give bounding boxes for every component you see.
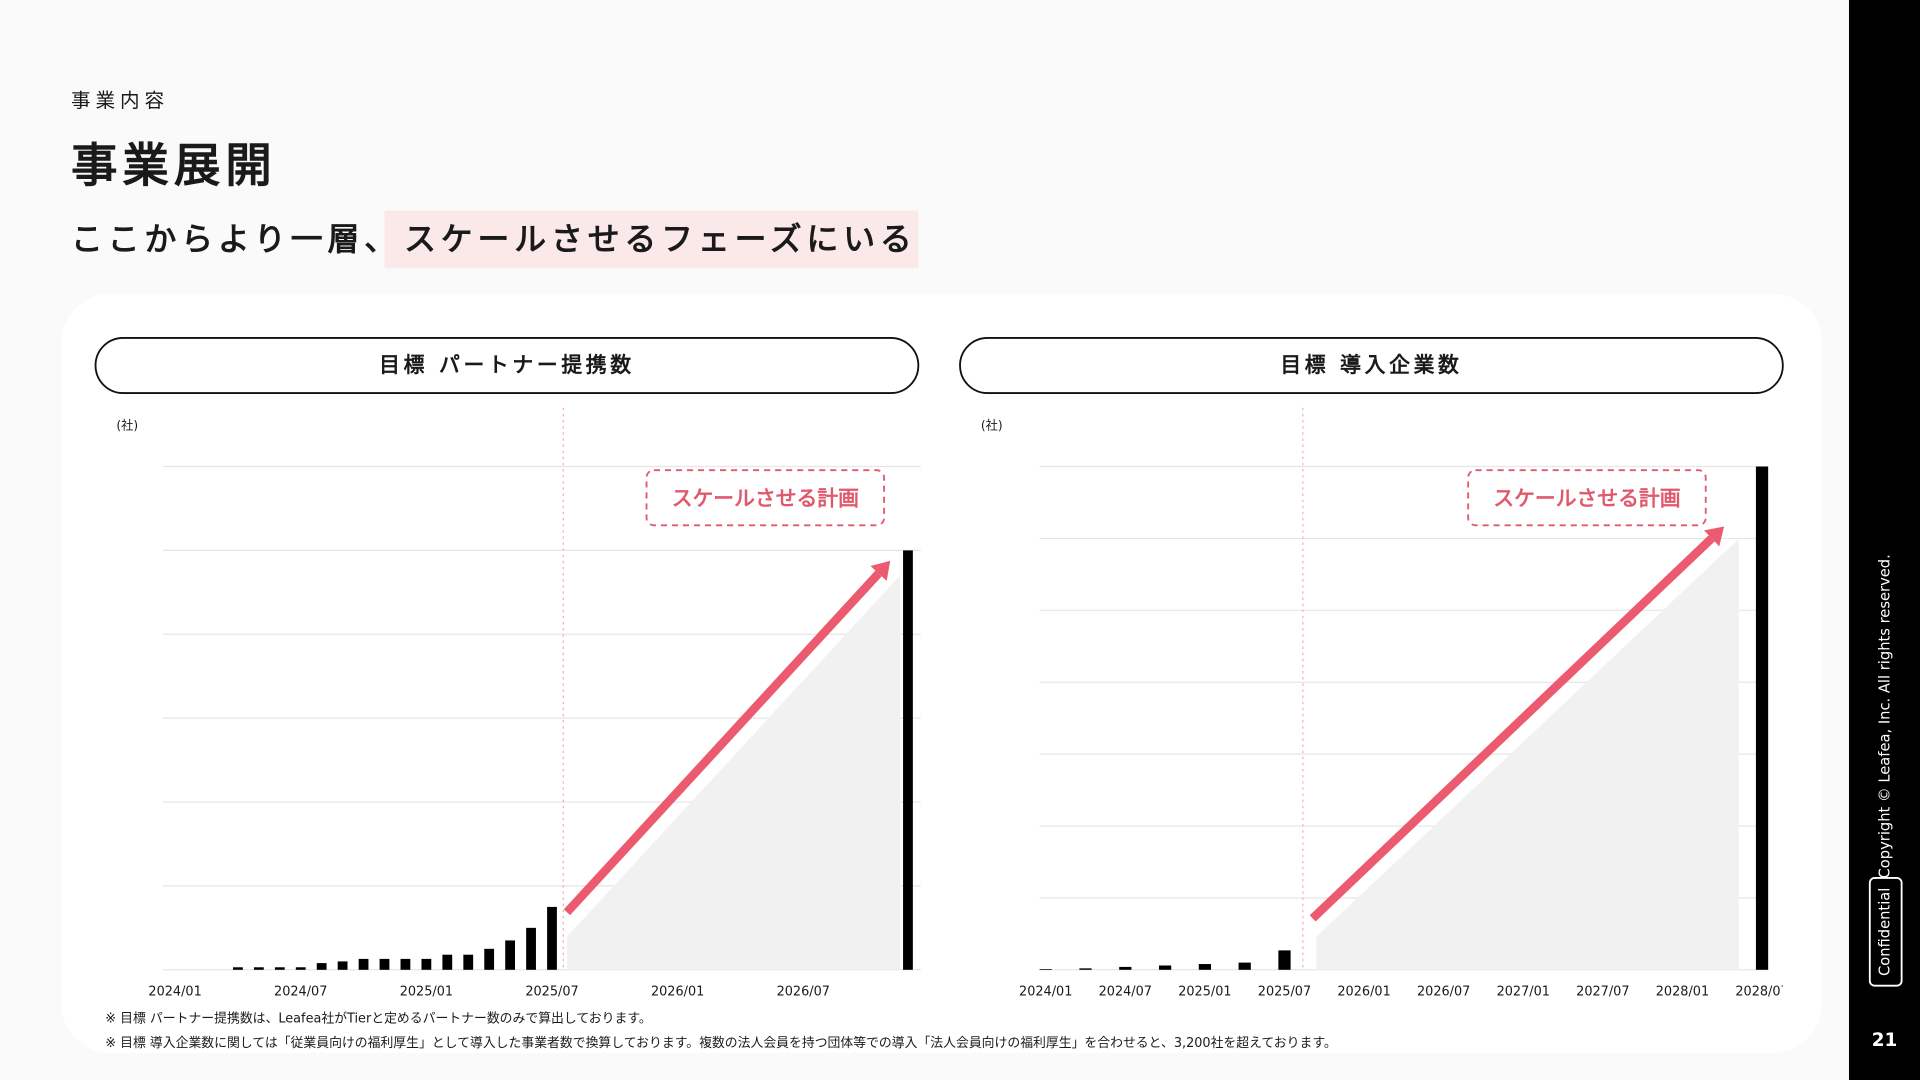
subtitle-highlight: スケールさせるフェーズにいる [404, 220, 917, 258]
bar [421, 958, 432, 970]
x-tick-label: 2025/01 [1178, 984, 1231, 999]
x-tick-label: 2027/01 [1497, 984, 1550, 999]
footnote: ※ 目標 導入企業数に関しては「従業員向けの福利厚生」として導入した事業者数で換… [105, 1035, 1336, 1051]
trend-arrow [1309, 535, 1715, 922]
projection-area [566, 575, 900, 970]
x-tick-label: 2025/01 [400, 984, 453, 999]
bar [1278, 950, 1291, 970]
annotation-box [645, 469, 885, 527]
x-tick-label: 2024/01 [1019, 984, 1072, 999]
chart-title-pill [959, 337, 1784, 394]
bar [253, 967, 264, 970]
bar [505, 940, 516, 970]
x-tick-label: 2024/07 [274, 984, 327, 999]
bar [442, 954, 453, 970]
footnote: ※ 目標 パートナー提携数は、Leafea社がTierと定めるパートナー数のみで… [105, 1010, 651, 1026]
bar [463, 954, 474, 970]
x-tick-label: 2024/07 [1099, 984, 1152, 999]
x-tick-label: 2025/07 [1258, 984, 1311, 999]
sidebar [1848, 0, 1920, 1080]
subtitle: ここからより一層、 [71, 220, 401, 258]
x-tick-label: 2026/07 [1417, 984, 1470, 999]
annotation: スケールさせる計画 [672, 487, 859, 511]
bar [1238, 962, 1251, 970]
content-panel [61, 293, 1823, 1054]
x-tick-label: 2027/07 [1576, 984, 1629, 999]
bar [295, 967, 306, 970]
x-tick-label: 2026/01 [1337, 984, 1390, 999]
highlight-bg [384, 210, 919, 269]
bar [484, 948, 495, 970]
trend-arrow [563, 570, 882, 916]
unit-label: (社) [981, 418, 1003, 433]
chart: 目標 導入企業数 (社) スケールさせる計画 2024/01 2024/07 2025/0… [959, 337, 1788, 999]
page-title: 事業展開 [71, 138, 277, 192]
bar [1755, 466, 1769, 970]
x-labels: 2024/01 2024/07 2025/01 2025/07 2026/01 2026/… [148, 984, 830, 999]
bar [1158, 965, 1172, 970]
bar [1119, 966, 1132, 970]
bar [400, 958, 411, 970]
trend-arrowhead [1704, 526, 1725, 547]
chart-title: 目標 パートナー提携数 [379, 353, 635, 377]
copyright: Copyright © Leafea, Inc. All rights rese… [1877, 554, 1894, 878]
confidential-box [1868, 877, 1903, 987]
annotation-box [1467, 469, 1707, 527]
x-tick-label: 2028/01 [1656, 984, 1709, 999]
bar [379, 958, 390, 970]
x-tick-label: 2026/07 [777, 984, 830, 999]
trend-arrowhead [870, 560, 891, 581]
x-tick-label: 2025/07 [525, 984, 578, 999]
bar [337, 961, 348, 970]
confidential: Confidential [1877, 888, 1894, 976]
bar [903, 550, 913, 970]
x-tick-label: 2028/07 [1735, 984, 1788, 999]
chart-title: 目標 導入企業数 [1280, 353, 1462, 377]
x-tick-label: 2026/01 [651, 984, 704, 999]
bar [1198, 964, 1212, 970]
chart-title-pill [94, 337, 920, 394]
bar [316, 963, 327, 970]
x-labels: 2024/01 2024/07 2025/01 2025/07 2026/01 2026/… [1019, 984, 1788, 999]
page-number: 21 [1872, 1030, 1898, 1051]
x-tick-label: 2024/01 [148, 984, 201, 999]
unit-label: (社) [116, 418, 138, 433]
annotation: スケールさせる計画 [1493, 487, 1680, 511]
bar [233, 967, 243, 970]
bar [526, 927, 536, 970]
bar [1079, 968, 1092, 970]
section-label: 事業内容 [71, 89, 169, 112]
bar [274, 967, 285, 970]
bar [1039, 969, 1052, 970]
bar [358, 958, 369, 970]
bar [547, 906, 557, 970]
projection-area [1316, 538, 1739, 970]
